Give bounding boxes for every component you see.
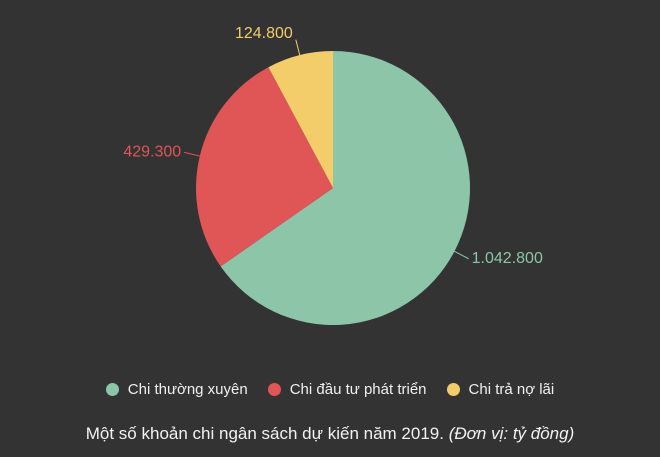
chart-title: Một số khoản chi ngân sách dự kiến năm 2…: [85, 424, 444, 443]
pie-chart: 1.042.800 429.300 124.800: [123, 25, 543, 325]
leader-line-chi-tra-no-lai: [295, 39, 301, 56]
legend-label-chi-dau-tu-phat-trien: Chi đầu tư phát triển: [289, 381, 427, 398]
data-label-chi-thuong-xuyen: 1.042.800: [472, 250, 543, 267]
leader-line-chi-dau-tu-phat-trien: [184, 151, 200, 157]
legend-item-chi-tra-no-lai[interactable]: Chi trả nợ lãi: [446, 381, 555, 398]
pie-slice-chi-thuong-xuyen[interactable]: [220, 51, 470, 325]
legend-swatch-chi-tra-no-lai: [446, 383, 460, 396]
legend-label-chi-thuong-xuyen: Chi thường xuyên: [127, 381, 248, 398]
legend-item-chi-thuong-xuyen[interactable]: Chi thường xuyên: [105, 381, 248, 398]
chart-unit-note: (Đơn vị: tỷ đồng): [448, 424, 575, 443]
leader-line-chi-thuong-xuyen: [454, 250, 469, 260]
chart-caption: Một số khoản chi ngân sách dự kiến năm 2…: [0, 424, 660, 444]
legend-item-chi-dau-tu-phat-trien[interactable]: Chi đầu tư phát triển: [267, 381, 427, 398]
legend-swatch-chi-dau-tu-phat-trien: [267, 383, 281, 396]
legend-swatch-chi-thuong-xuyen: [105, 383, 119, 396]
legend-label-chi-tra-no-lai: Chi trả nợ lãi: [468, 381, 555, 398]
chart-legend: Chi thường xuyên Chi đầu tư phát triển C…: [0, 381, 660, 398]
pie-slice-chi-tra-no-lai[interactable]: [268, 51, 333, 188]
data-label-chi-dau-tu-phat-trien: 429.300: [123, 144, 181, 161]
pie-slice-chi-dau-tu-phat-trien[interactable]: [195, 67, 333, 267]
data-label-chi-tra-no-lai: 124.800: [235, 25, 293, 42]
